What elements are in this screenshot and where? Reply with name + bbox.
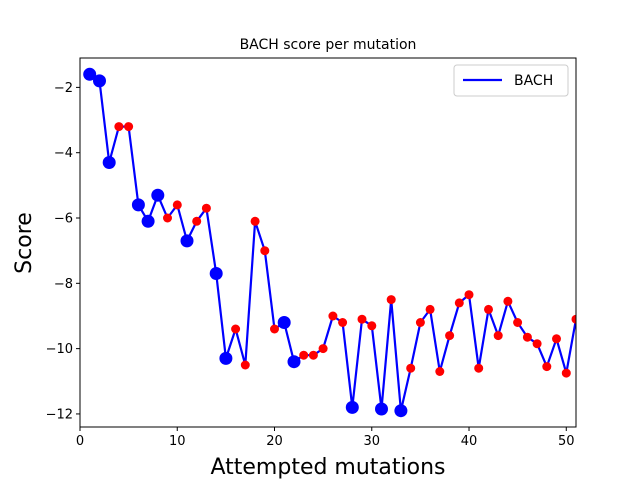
data-point-accepted — [287, 355, 301, 369]
data-point-accepted — [219, 351, 233, 365]
data-point-rejected — [367, 321, 377, 331]
data-point-accepted — [93, 74, 106, 88]
data-point-rejected — [240, 360, 250, 370]
data-point-rejected — [357, 314, 367, 324]
data-point-rejected — [425, 304, 435, 314]
data-point-rejected — [124, 122, 134, 132]
y-tick-label: −8 — [54, 277, 73, 292]
data-point-rejected — [318, 344, 328, 354]
data-point-rejected — [484, 304, 493, 314]
x-tick-label: 20 — [266, 434, 283, 449]
data-point-rejected — [503, 296, 513, 306]
data-point-rejected — [192, 216, 202, 226]
data-point-rejected — [552, 334, 561, 344]
legend-label-bach: BACH — [514, 73, 553, 89]
x-tick-label: 0 — [76, 434, 84, 449]
data-point-rejected — [308, 350, 318, 360]
data-point-rejected — [231, 324, 241, 334]
data-point-rejected — [338, 318, 348, 327]
data-point-rejected — [250, 216, 260, 226]
data-point-rejected — [415, 318, 425, 327]
x-tick-label: 10 — [169, 434, 186, 449]
data-point-accepted — [141, 214, 155, 228]
data-point-rejected — [260, 246, 270, 256]
y-tick-label: −2 — [54, 81, 73, 96]
data-point-accepted — [394, 404, 408, 418]
data-point-accepted — [375, 402, 388, 416]
legend: BACH — [453, 64, 569, 97]
data-point-rejected — [270, 324, 279, 334]
data-point-rejected — [435, 367, 445, 376]
data-point-accepted — [83, 67, 97, 81]
data-point-rejected — [493, 331, 503, 341]
x-tick-label: 40 — [461, 434, 478, 449]
data-point-accepted — [180, 234, 194, 248]
data-point-rejected — [114, 122, 124, 132]
data-point-accepted — [209, 267, 223, 280]
data-point-rejected — [386, 295, 396, 305]
data-point-rejected — [571, 314, 576, 324]
x-axis: 0 10 20 30 40 50 — [76, 427, 575, 449]
data-point-accepted — [151, 188, 165, 202]
y-tick-label: −10 — [46, 342, 73, 357]
data-point-rejected — [474, 363, 484, 373]
data-point-rejected — [542, 362, 552, 372]
data-point-rejected — [445, 331, 455, 341]
y-tick-label: −4 — [54, 146, 73, 161]
data-point-accepted — [345, 400, 359, 414]
data-point-rejected — [561, 368, 571, 378]
data-point-accepted — [102, 156, 116, 169]
data-point-rejected — [406, 363, 416, 373]
data-point-rejected — [163, 213, 172, 223]
x-tick-label: 50 — [558, 434, 575, 449]
data-point-rejected — [454, 298, 464, 308]
legend-box — [453, 64, 569, 97]
plot-area — [83, 67, 576, 418]
data-point-accepted — [131, 198, 145, 212]
data-point-rejected — [172, 200, 182, 210]
chart-title: BACH score per mutation — [240, 37, 417, 53]
y-tick-label: −12 — [46, 407, 73, 422]
data-point-rejected — [532, 339, 542, 349]
data-point-accepted — [277, 316, 291, 329]
data-point-rejected — [328, 311, 338, 321]
y-tick-label: −6 — [54, 212, 73, 227]
plot-frame — [79, 57, 577, 428]
series-markers — [83, 67, 576, 418]
x-tick-label: 30 — [363, 434, 380, 449]
data-point-rejected — [464, 290, 474, 300]
y-axis-label: Score — [12, 212, 37, 274]
data-point-rejected — [522, 332, 532, 342]
y-axis: −2 −4 −6 −8 −10 −12 — [46, 81, 80, 422]
data-point-rejected — [201, 203, 211, 213]
data-point-rejected — [299, 350, 309, 360]
data-point-rejected — [513, 318, 523, 327]
x-axis-label: Attempted mutations — [210, 455, 445, 480]
